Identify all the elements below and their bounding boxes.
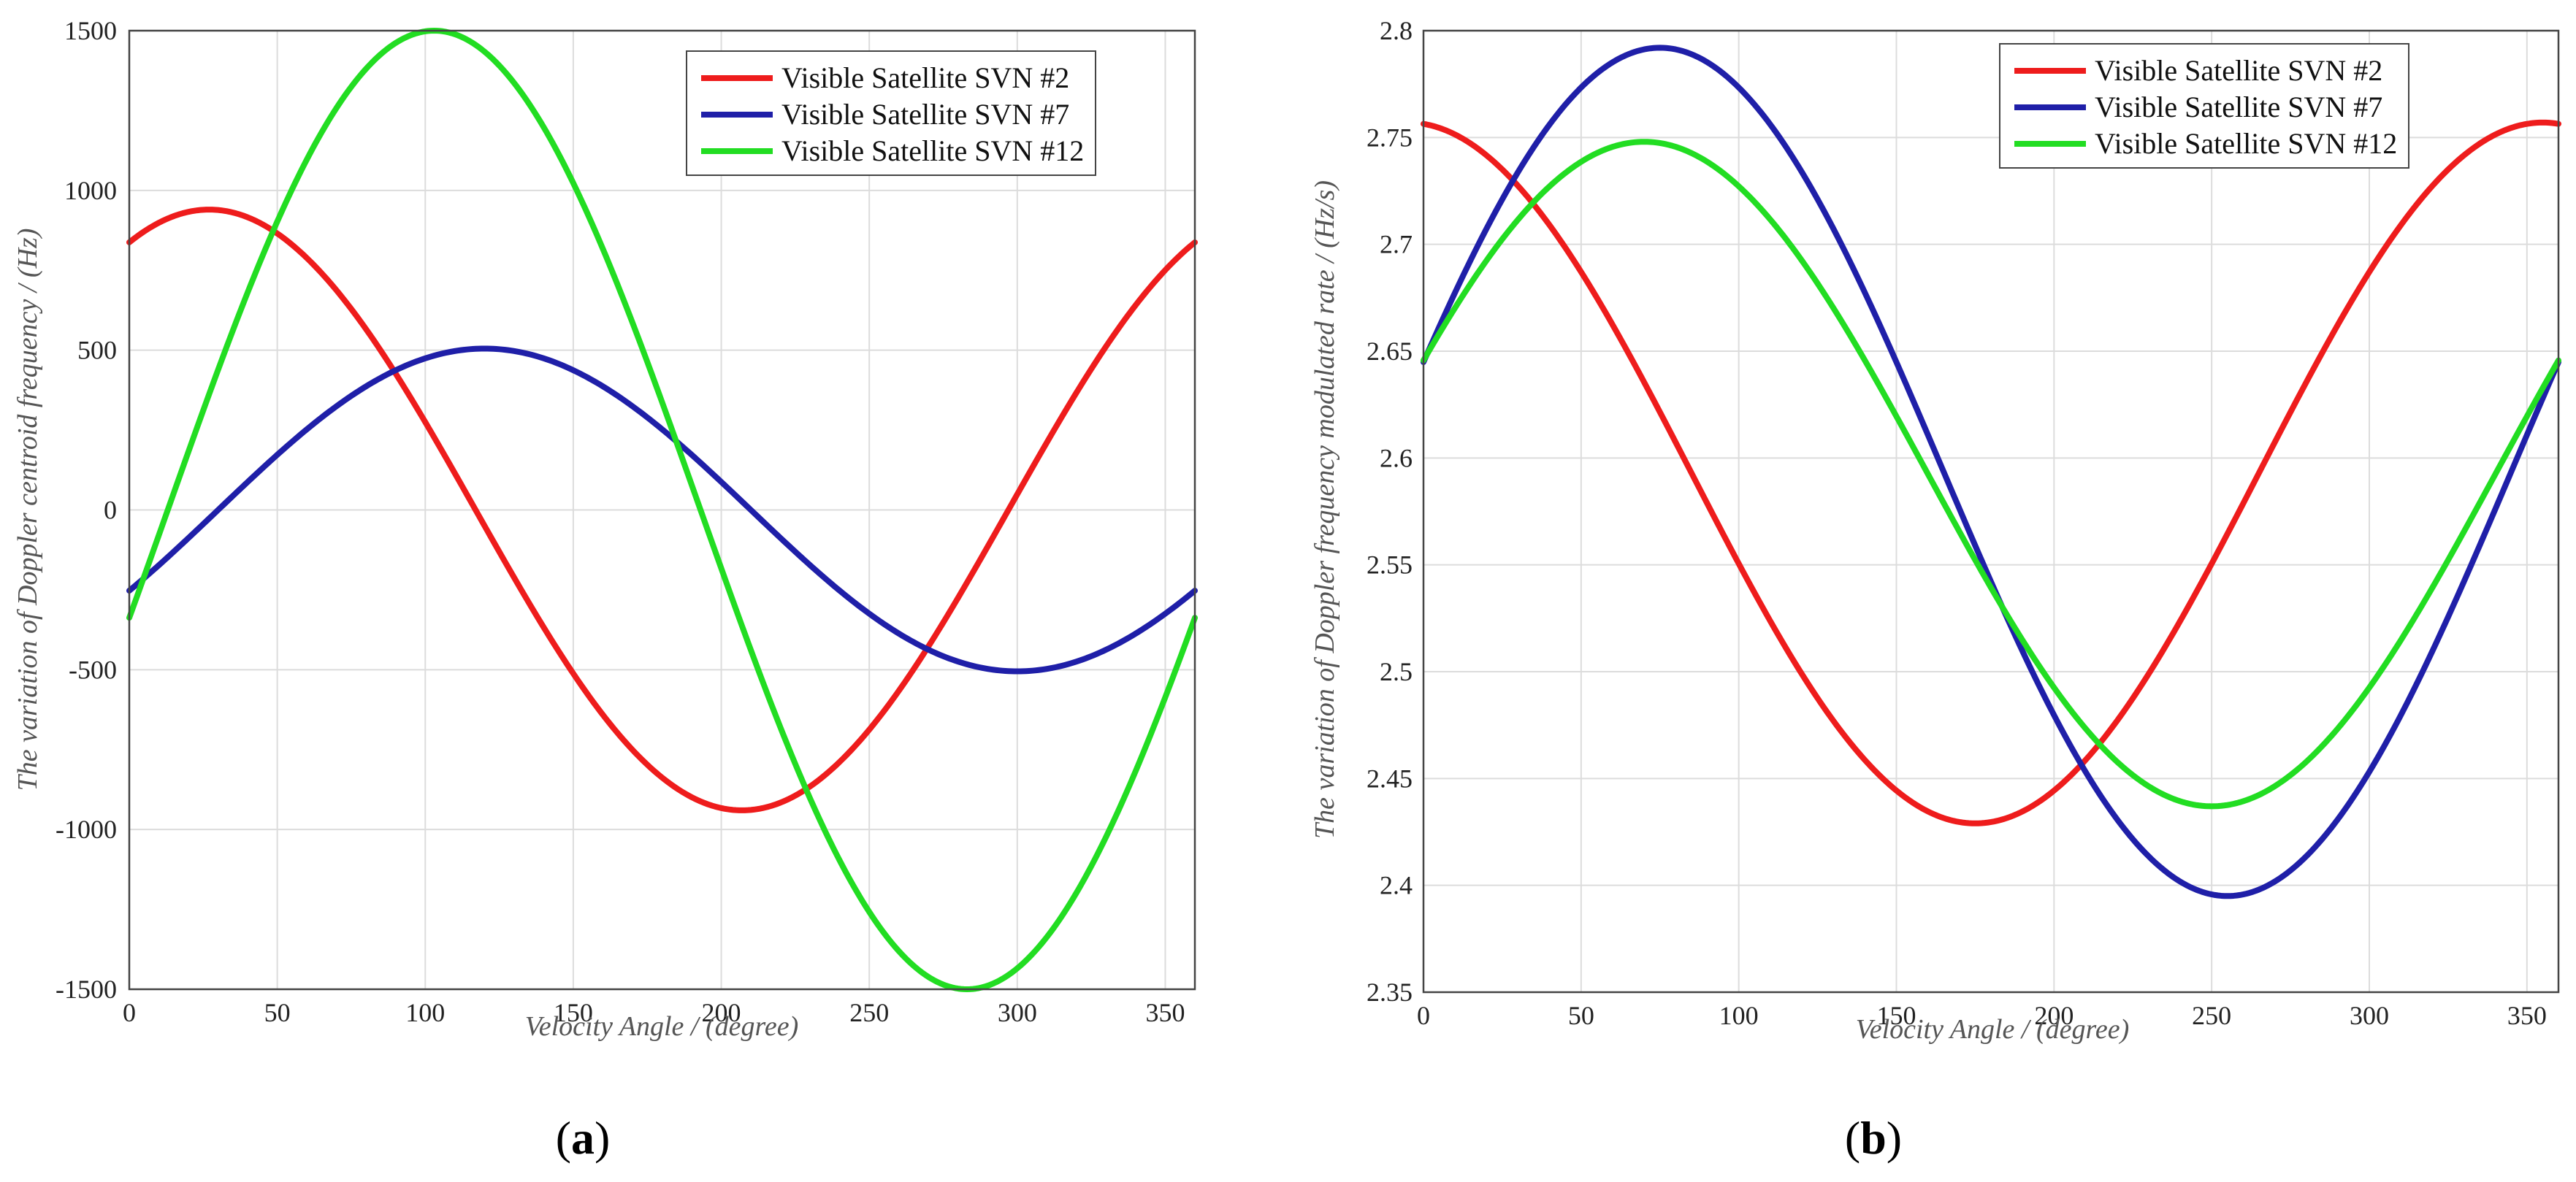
panel-b-legend-label-svn7: Visible Satellite SVN #7: [2095, 91, 2382, 123]
panel-a-series-line-svn2: [126, 207, 1198, 813]
panel-a-x-tick-350: 350: [1145, 998, 1185, 1027]
panel-b-series-line-svn2: [1421, 119, 2561, 826]
panel-a-plot-frame: [128, 29, 1196, 991]
panel-b-x-tick-labels: 0 50 100 150 200 250 300 350: [1417, 1001, 2547, 1030]
panel-a-y-tick-labels: 1500 1000 500 0 -500 -1000 -1500: [56, 16, 117, 1004]
panel-b-x-tick-300: 300: [2350, 1001, 2389, 1030]
panel-b-x-tick-150: 150: [1877, 1001, 1916, 1030]
panel-b-y-tick-7: 2.45: [1367, 764, 1413, 793]
panel-b-y-tick-0: 2.8: [1380, 16, 1413, 45]
panel-a-y-tick-1: 1000: [64, 176, 117, 205]
panel-b-y-tick-6: 2.5: [1380, 657, 1413, 686]
panel-a-x-tick-100: 100: [405, 998, 445, 1027]
panel-a-y-tick-3: 0: [104, 496, 117, 525]
panel-a-x-tick-50: 50: [264, 998, 291, 1027]
panel-b-plot-frame: [1422, 29, 2560, 994]
panel-a-label: (a): [556, 1112, 611, 1164]
panel-a-y-tick-0: 1500: [64, 16, 117, 45]
panel-a-chart: 0 50 100 150 200 250 300 350 1500 1000 500 0 -500 -1…: [12, 16, 1198, 1164]
panel-a-legend-label-svn12: Visible Satellite SVN #12: [781, 134, 1084, 167]
panel-b-gridlines: [1423, 31, 2558, 992]
panel-b-y-tick-9: 2.35: [1367, 978, 1413, 1007]
panel-b-y-tick-2: 2.7: [1380, 230, 1413, 259]
panel-a-series: [126, 28, 1198, 992]
panel-a-x-tick-0: 0: [123, 998, 136, 1027]
panel-a-x-tick-250: 250: [849, 998, 889, 1027]
panel-b-y-tick-1: 2.75: [1367, 123, 1413, 152]
panel-b-legend-label-svn12: Visible Satellite SVN #12: [2095, 127, 2397, 160]
panel-b-series: [1421, 45, 2561, 899]
panel-b-series-line-svn12: [1421, 139, 2561, 810]
panel-a-x-axis-label: Velocity Angle / (degree): [525, 1011, 799, 1042]
panel-b-x-tick-0: 0: [1417, 1001, 1430, 1030]
panel-a-x-tick-150: 150: [554, 998, 593, 1027]
panel-a-legend-label-svn7: Visible Satellite SVN #7: [781, 98, 1069, 131]
panel-b-y-axis-label: The variation of Doppler frequency modul…: [1310, 180, 1340, 839]
panel-a-gridlines: [129, 31, 1195, 989]
panel-a-y-tick-4: -500: [69, 655, 117, 684]
panel-b-x-tick-100: 100: [1719, 1001, 1759, 1030]
panel-b-legend-label-svn2: Visible Satellite SVN #2: [2095, 54, 2382, 87]
panel-b-chart: 0 50 100 150 200 250 300 350 2.82.752.72.652.62…: [1310, 16, 2561, 1164]
panel-b-y-tick-8: 2.4: [1380, 871, 1413, 900]
panel-a-y-tick-6: -1500: [56, 975, 117, 1004]
panel-a-x-tick-labels: 0 50 100 150 200 250 300 350: [123, 998, 1185, 1027]
panel-b-x-tick-50: 50: [1568, 1001, 1594, 1030]
panel-b-y-tick-4: 2.6: [1380, 443, 1413, 472]
panel-a-x-tick-200: 200: [702, 998, 741, 1027]
panel-a-series-line-svn7: [126, 345, 1198, 675]
panel-b-series-line-svn7: [1421, 45, 2561, 899]
panel-a-legend: Visible Satellite SVN #2 Visible Satelli…: [686, 50, 1096, 176]
panel-a-x-tick-300: 300: [998, 998, 1037, 1027]
panel-b-label: (b): [1845, 1112, 1902, 1164]
panel-b-legend: Visible Satellite SVN #2 Visible Satelli…: [1999, 43, 2409, 169]
panel-b-x-tick-250: 250: [2192, 1001, 2231, 1030]
panel-a-legend-label-svn2: Visible Satellite SVN #2: [781, 61, 1069, 94]
panel-a-y-tick-5: -1000: [56, 815, 117, 844]
panel-a-series-line-svn12: [126, 28, 1198, 992]
panel-b-y-tick-5: 2.55: [1367, 550, 1413, 580]
panel-b-x-axis-label: Velocity Angle / (degree): [1856, 1014, 2130, 1045]
panel-b-y-tick-labels: 2.8 2.75 2.7 2.65 2.6 2.55 2.5 2.45 2.4 2.35: [1367, 16, 1413, 1007]
panel-b-x-tick-200: 200: [2034, 1001, 2074, 1030]
panel-a-y-axis-label: The variation of Doppler centroid freque…: [12, 229, 43, 791]
panel-b-x-tick-350: 350: [2507, 1001, 2547, 1030]
panel-a-y-tick-2: 500: [77, 336, 117, 365]
panel-b-y-tick-3: 2.65: [1367, 337, 1413, 366]
